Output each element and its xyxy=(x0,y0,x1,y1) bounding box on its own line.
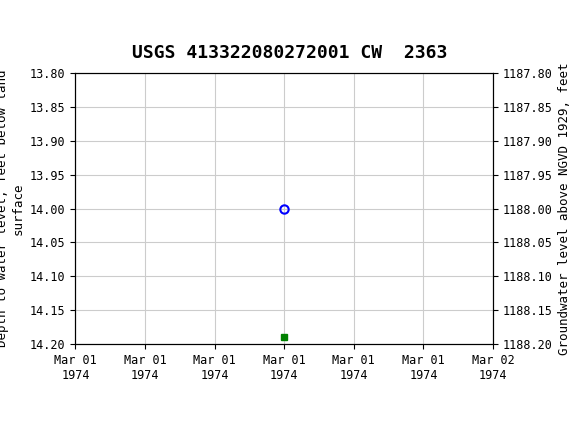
Text: █USGS: █USGS xyxy=(12,16,86,36)
Y-axis label: Depth to water level, feet below land
surface: Depth to water level, feet below land su… xyxy=(0,70,24,347)
Text: USGS 413322080272001 CW  2363: USGS 413322080272001 CW 2363 xyxy=(132,44,448,62)
Y-axis label: Groundwater level above NGVD 1929, feet: Groundwater level above NGVD 1929, feet xyxy=(558,62,571,355)
